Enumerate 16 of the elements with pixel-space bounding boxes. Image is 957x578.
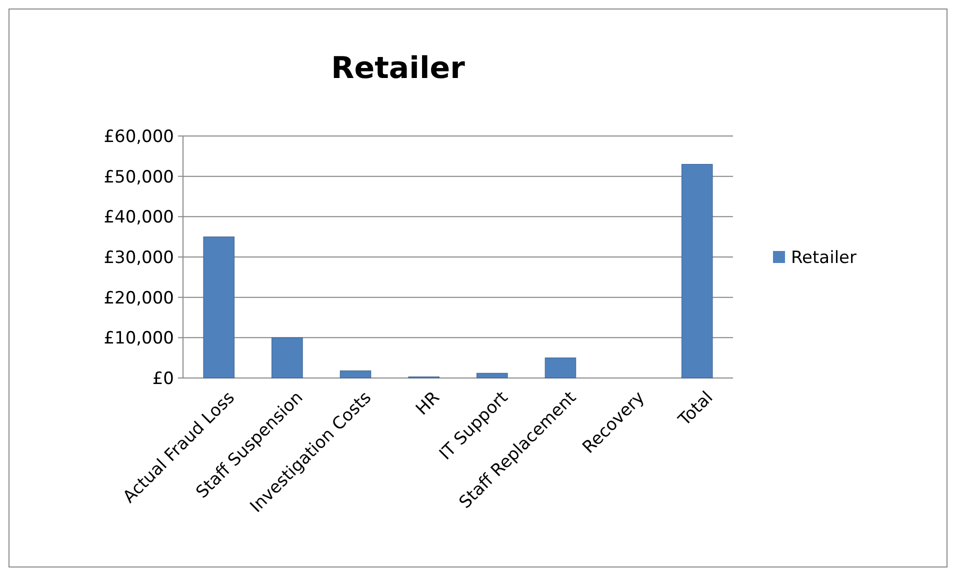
y-tick-label: £10,000 — [104, 328, 174, 349]
y-tick-label: £50,000 — [104, 167, 174, 188]
bar — [476, 372, 508, 378]
y-tick-label: £20,000 — [104, 288, 174, 308]
y-tick-label: £30,000 — [104, 248, 174, 268]
bar — [340, 370, 372, 378]
bar — [203, 236, 234, 378]
bar — [544, 358, 576, 378]
y-tick-label: £40,000 — [104, 208, 174, 228]
bar — [272, 337, 303, 378]
y-tick-label: £60,000 — [104, 126, 174, 147]
bar — [682, 164, 713, 378]
x-tick-label: HR — [412, 388, 444, 420]
legend-label: Retailer — [791, 248, 856, 268]
chart-title: Retailer — [331, 51, 466, 86]
y-tick-label: £0 — [152, 368, 174, 389]
